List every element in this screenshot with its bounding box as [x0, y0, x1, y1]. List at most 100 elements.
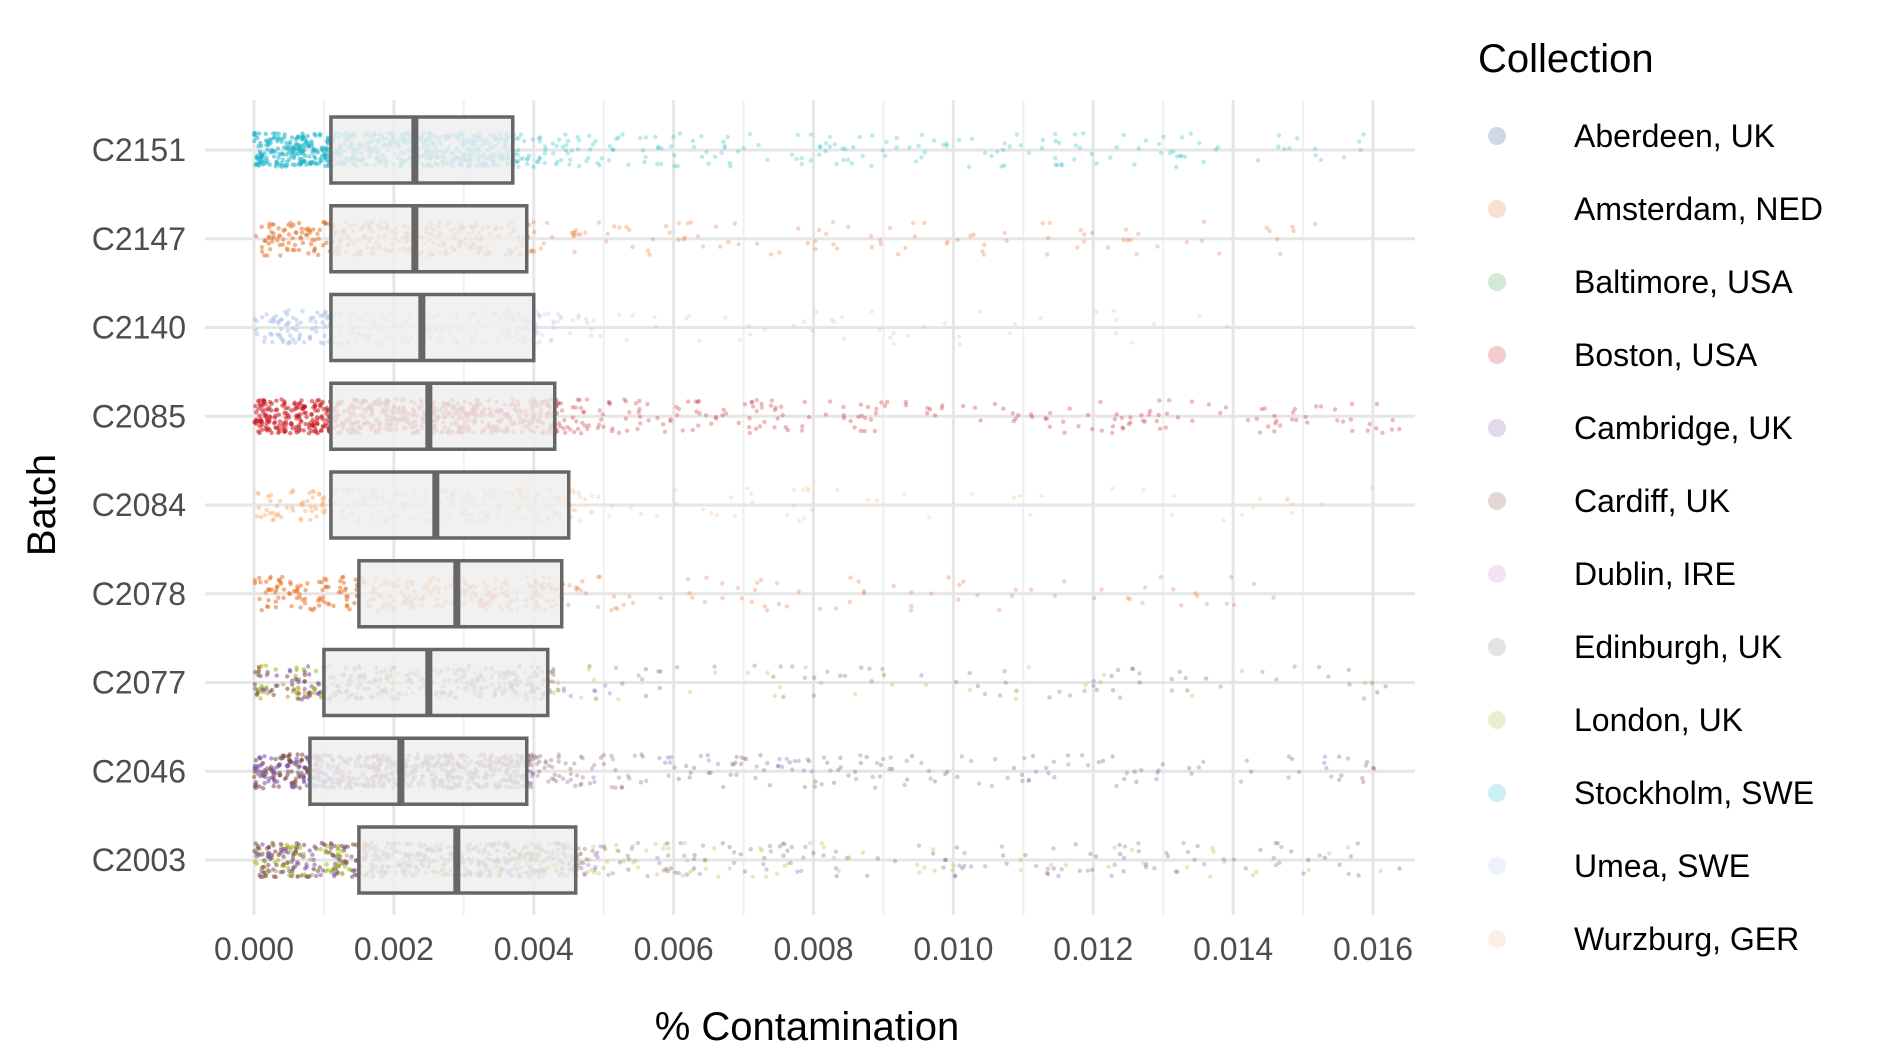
data-point: [551, 690, 556, 696]
data-point: [1004, 861, 1009, 866]
data-point: [1378, 868, 1383, 874]
data-point: [777, 844, 783, 849]
data-point: [561, 686, 567, 691]
data-point: [271, 784, 276, 789]
data-point: [819, 782, 824, 787]
data-point: [630, 313, 635, 318]
data-point: [1348, 417, 1354, 422]
data-point: [290, 426, 295, 431]
data-point: [324, 849, 329, 855]
data-point: [1028, 412, 1034, 417]
data-point: [808, 132, 813, 137]
data-point: [731, 762, 736, 767]
data-point: [1113, 331, 1119, 336]
data-point: [1250, 873, 1256, 878]
data-point: [1136, 849, 1142, 854]
data-point: [528, 781, 533, 786]
data-point: [344, 597, 349, 602]
data-point: [596, 871, 602, 876]
data-point: [290, 872, 295, 877]
data-point: [1125, 596, 1131, 601]
data-point: [578, 405, 584, 411]
data-point: [1365, 428, 1370, 433]
data-point: [286, 157, 292, 162]
data-point: [749, 399, 755, 404]
data-point: [301, 340, 307, 345]
data-point: [578, 782, 583, 788]
data-point: [606, 872, 611, 877]
data-point: [277, 419, 283, 424]
data-point: [259, 868, 264, 874]
data-point: [586, 667, 592, 672]
data-point: [695, 399, 701, 404]
data-point: [308, 230, 313, 235]
data-point: [785, 428, 790, 433]
data-point: [1169, 688, 1175, 693]
data-point: [645, 401, 650, 407]
data-point: [276, 319, 281, 324]
data-point: [582, 496, 588, 502]
data-point: [925, 411, 930, 416]
data-point: [555, 401, 560, 406]
data-point: [1023, 852, 1028, 858]
data-point: [767, 843, 773, 849]
data-point: [296, 401, 302, 406]
data-point: [1163, 425, 1168, 430]
data-point: [834, 246, 840, 251]
data-point: [275, 858, 281, 863]
data-point: [755, 580, 760, 585]
data-point: [320, 320, 325, 325]
data-point: [781, 694, 786, 700]
data-point: [579, 865, 584, 871]
data-point: [1184, 240, 1190, 245]
data-point: [271, 692, 276, 698]
data-point: [1164, 850, 1169, 856]
data-point: [302, 669, 307, 674]
data-point: [1000, 853, 1006, 858]
data-point: [309, 428, 314, 434]
data-point: [563, 761, 568, 766]
data-point: [630, 843, 635, 849]
data-point: [631, 860, 636, 865]
data-point: [970, 491, 975, 496]
data-point: [614, 842, 619, 848]
data-point: [577, 397, 582, 403]
data-point: [1151, 321, 1157, 327]
data-point: [956, 597, 961, 602]
data-point: [315, 408, 321, 413]
data-point: [601, 752, 606, 758]
data-point: [311, 857, 316, 862]
data-point: [552, 772, 557, 778]
data-point: [874, 406, 879, 412]
data-point: [691, 765, 697, 770]
data-point: [324, 862, 329, 867]
data-point: [878, 241, 884, 247]
data-point: [267, 225, 272, 230]
data-point: [320, 868, 326, 873]
data-point: [684, 763, 689, 769]
data-point: [555, 319, 560, 324]
data-point: [1322, 754, 1328, 759]
data-point: [853, 692, 858, 697]
data-point: [312, 606, 317, 611]
data-point: [957, 341, 963, 347]
data-point: [1094, 854, 1099, 859]
data-point: [861, 589, 867, 594]
data-point: [256, 131, 262, 136]
data-point: [668, 417, 673, 422]
data-point: [862, 415, 868, 421]
data-point: [267, 868, 272, 874]
data-point: [297, 591, 302, 597]
data-point: [592, 867, 598, 872]
data-point: [316, 398, 322, 403]
data-point: [955, 237, 960, 243]
data-point: [1326, 674, 1331, 679]
data-point: [281, 429, 287, 434]
data-point: [596, 220, 602, 225]
data-point: [1134, 779, 1139, 784]
data-point: [325, 601, 330, 606]
data-point: [623, 399, 629, 404]
data-point: [575, 426, 581, 432]
data-point: [1362, 680, 1368, 686]
data-point: [1030, 753, 1036, 759]
